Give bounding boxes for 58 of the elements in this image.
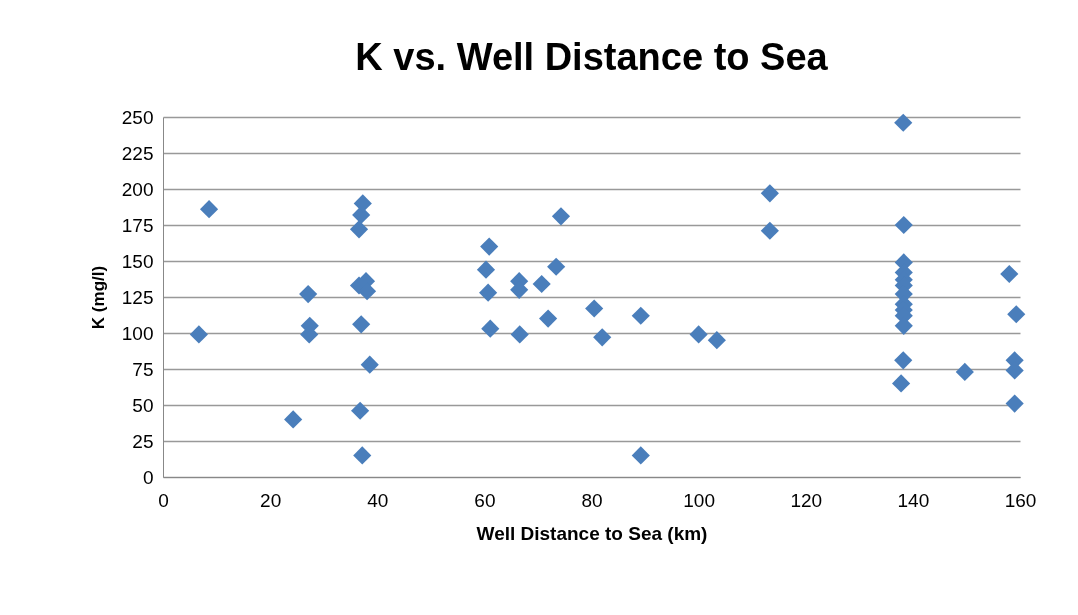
x-tick-label: 20: [260, 489, 282, 511]
point: [593, 328, 612, 347]
point: [894, 351, 913, 370]
point: [689, 325, 708, 344]
y-tick-label: 100: [121, 322, 154, 344]
point: [955, 362, 974, 381]
point: [357, 282, 377, 301]
point: [353, 446, 372, 465]
x-tick-label: 100: [683, 489, 715, 511]
y-tick-label: 200: [121, 178, 154, 200]
point: [760, 184, 779, 203]
point: [760, 221, 779, 240]
point: [1005, 394, 1024, 413]
point: [585, 299, 604, 318]
point: [539, 309, 558, 328]
point: [189, 325, 208, 344]
x-tick-label: 160: [1004, 489, 1037, 511]
y-tick-label: 150: [121, 250, 154, 272]
point: [351, 401, 370, 420]
point: [480, 237, 499, 256]
point: [284, 410, 303, 429]
point: [892, 374, 911, 393]
y-axis-title: K (mg/l): [88, 265, 108, 330]
point: [547, 257, 566, 276]
y-tick-label: 50: [132, 394, 154, 416]
point: [631, 306, 650, 325]
point: [1000, 264, 1019, 284]
point: [532, 274, 551, 294]
point: [1007, 305, 1026, 324]
y-tick-label: 225: [121, 142, 154, 164]
point: [631, 446, 650, 465]
point: [352, 315, 371, 334]
y-tick-label: 25: [132, 430, 154, 452]
point: [894, 113, 913, 132]
y-tick-label: 75: [132, 358, 154, 380]
y-tick-label: 175: [121, 214, 154, 236]
point: [894, 215, 913, 235]
x-tick-label: 80: [581, 489, 603, 511]
point: [299, 285, 318, 304]
y-tick-label: 125: [121, 286, 154, 308]
point: [510, 325, 529, 344]
x-tick-label: 40: [367, 489, 389, 511]
x-tick-label: 60: [474, 489, 496, 511]
y-tick-label: 0: [142, 466, 154, 488]
x-tick-label: 140: [897, 489, 930, 511]
x-tick-label: 120: [790, 489, 823, 511]
point: [360, 355, 379, 374]
point: [349, 220, 369, 239]
x-axis-title: Well Distance to Sea (km): [476, 522, 708, 544]
point: [707, 331, 726, 350]
point: [479, 283, 498, 302]
point: [476, 260, 496, 279]
chart-title: K vs. Well Distance to Sea: [355, 36, 829, 78]
x-tick-label: 0: [158, 489, 169, 511]
point: [481, 319, 500, 338]
point: [199, 200, 219, 219]
y-tick-label: 250: [121, 106, 154, 128]
point: [551, 207, 571, 226]
